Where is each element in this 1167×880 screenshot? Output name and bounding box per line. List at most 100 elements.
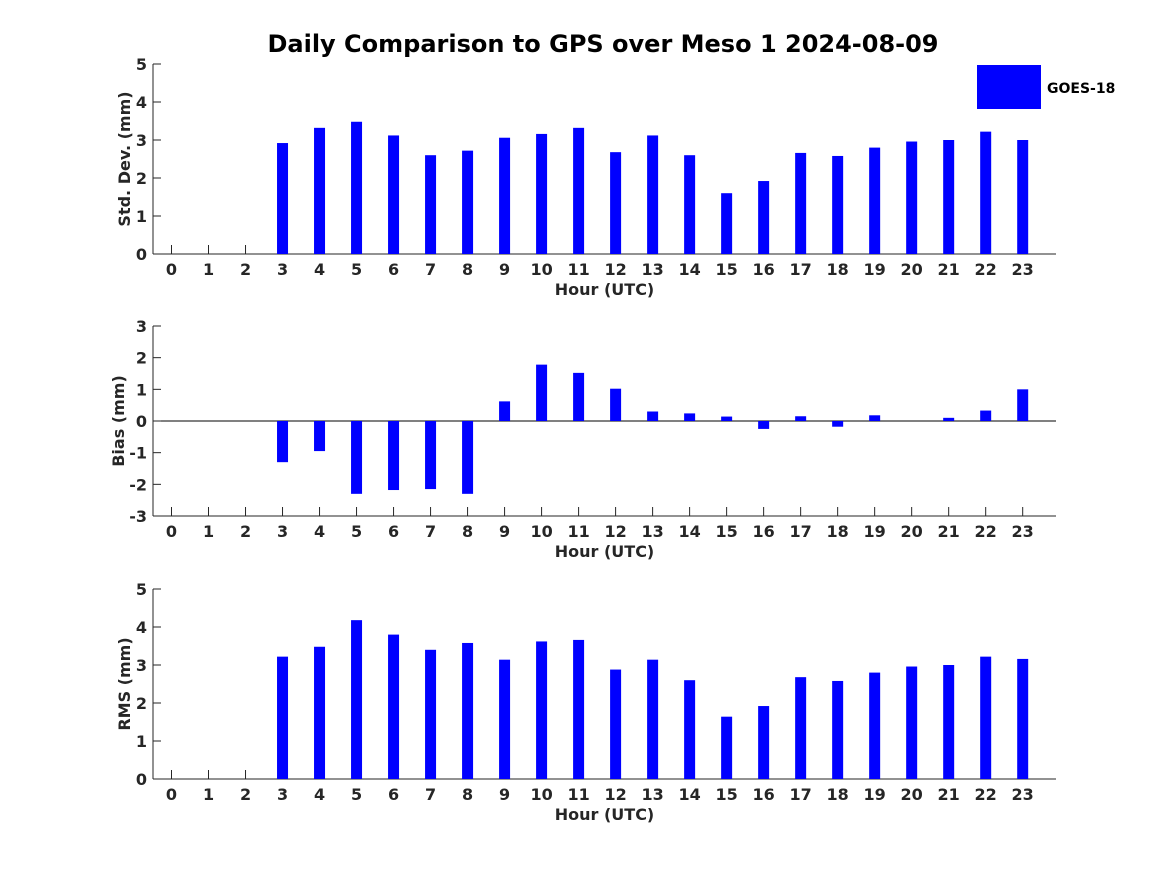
- bias-bar-hour-11: [573, 372, 585, 421]
- bias-x-tick-label: 5: [351, 522, 362, 541]
- bias-y-tick-label: -2: [129, 475, 147, 494]
- rms-x-tick-label: 13: [641, 785, 663, 804]
- std-dev-bar-hour-10: [536, 133, 548, 254]
- bias-x-axis-label: Hour (UTC): [555, 542, 655, 561]
- std-dev-x-tick-label: 6: [388, 260, 399, 279]
- bias-y-tick-label: 0: [136, 412, 147, 431]
- bias-bar-hour-23: [1017, 389, 1029, 421]
- bias-bar-hour-19: [869, 415, 881, 421]
- rms-y-tick-label: 4: [136, 618, 147, 637]
- legend-label-goes-18: GOES-18: [1047, 81, 1115, 97]
- bias-bar-hour-6: [388, 421, 400, 491]
- std-dev-bar-hour-16: [758, 181, 770, 254]
- rms-bar-hour-15: [721, 716, 733, 779]
- std-dev-bar-hour-21: [943, 140, 955, 254]
- std-dev-x-tick-label: 15: [715, 260, 737, 279]
- legend-swatch-goes-18: [977, 65, 1041, 109]
- std-dev-x-tick-label: 0: [166, 260, 177, 279]
- rms-bar-hour-7: [425, 649, 437, 779]
- figure-title: Daily Comparison to GPS over Meso 1 2024…: [267, 30, 938, 58]
- bias-x-tick-label: 3: [277, 522, 288, 541]
- std-dev-bar-hour-9: [499, 137, 511, 254]
- std-dev-x-tick-label: 12: [604, 260, 626, 279]
- std-dev-x-tick-label: 1: [203, 260, 214, 279]
- bias-bar-hour-7: [425, 421, 437, 490]
- rms-x-tick-label: 0: [166, 785, 177, 804]
- bias-bar-hour-4: [314, 421, 326, 452]
- bias-bar-hour-3: [277, 421, 289, 463]
- rms-bar-hour-22: [980, 656, 992, 779]
- rms-x-tick-label: 20: [901, 785, 923, 804]
- std-dev-x-tick-label: 3: [277, 260, 288, 279]
- std-dev-bar-hour-23: [1017, 140, 1029, 254]
- rms-bar-hour-19: [869, 672, 881, 779]
- std-dev-x-tick-label: 2: [240, 260, 251, 279]
- bias-x-tick-label: 2: [240, 522, 251, 541]
- bias-x-tick-label: 13: [641, 522, 663, 541]
- bias-bar-hour-18: [832, 421, 844, 427]
- std-dev-y-tick-label: 5: [136, 55, 147, 74]
- rms-x-tick-label: 22: [975, 785, 997, 804]
- rms-x-tick-label: 7: [425, 785, 436, 804]
- std-dev-y-tick-label: 0: [136, 245, 147, 264]
- std-dev-bar-hour-14: [684, 155, 696, 254]
- rms-bar-hour-11: [573, 639, 585, 779]
- std-dev-y-axis-label: Std. Dev. (mm): [115, 91, 134, 226]
- rms-x-tick-label: 6: [388, 785, 399, 804]
- rms-y-tick-label: 3: [136, 656, 147, 675]
- bias-y-axis-label: Bias (mm): [109, 375, 128, 467]
- std-dev-bar-hour-8: [462, 150, 474, 254]
- bias-x-tick-label: 16: [753, 522, 775, 541]
- bias-x-tick-label: 11: [567, 522, 589, 541]
- std-dev-x-tick-label: 11: [567, 260, 589, 279]
- bias-bar-hour-15: [721, 416, 733, 421]
- bias-x-tick-label: 18: [827, 522, 849, 541]
- bias-x-tick-label: 6: [388, 522, 399, 541]
- bias-x-tick-label: 9: [499, 522, 510, 541]
- rms-x-tick-label: 11: [567, 785, 589, 804]
- rms-bar-hour-23: [1017, 658, 1029, 779]
- bias-x-tick-label: 8: [462, 522, 473, 541]
- std-dev-bar-hour-17: [795, 152, 807, 254]
- std-dev-x-tick-label: 10: [530, 260, 552, 279]
- rms-x-tick-label: 1: [203, 785, 214, 804]
- bias-x-tick-label: 15: [715, 522, 737, 541]
- rms-y-tick-label: 1: [136, 732, 147, 751]
- rms-x-tick-label: 15: [715, 785, 737, 804]
- rms-x-tick-label: 9: [499, 785, 510, 804]
- bias-bar-hour-13: [647, 411, 659, 421]
- bias-bar-hour-22: [980, 410, 992, 421]
- rms-x-tick-label: 19: [864, 785, 886, 804]
- std-dev-x-tick-label: 5: [351, 260, 362, 279]
- bias-bar-hour-5: [351, 421, 363, 494]
- rms-bar-hour-10: [536, 641, 548, 779]
- bias-bar-hour-9: [499, 401, 511, 421]
- std-dev-bar-hour-11: [573, 127, 585, 254]
- rms-x-axis-label: Hour (UTC): [555, 805, 655, 824]
- bias-x-tick-label: 19: [864, 522, 886, 541]
- rms-bar-hour-3: [277, 656, 289, 779]
- bias-x-tick-label: 1: [203, 522, 214, 541]
- bias-x-tick-label: 14: [678, 522, 700, 541]
- rms-bar-hour-5: [351, 620, 363, 779]
- rms-bar-hour-20: [906, 666, 918, 779]
- std-dev-bar-hour-19: [869, 147, 881, 254]
- bias-x-tick-label: 12: [604, 522, 626, 541]
- std-dev-x-tick-label: 21: [938, 260, 960, 279]
- bias-x-tick-label: 21: [938, 522, 960, 541]
- std-dev-x-tick-label: 7: [425, 260, 436, 279]
- rms-x-tick-label: 14: [678, 785, 700, 804]
- std-dev-bar-hour-4: [314, 127, 326, 254]
- std-dev-x-tick-label: 20: [901, 260, 923, 279]
- rms-y-tick-label: 2: [136, 694, 147, 713]
- rms-x-tick-label: 21: [938, 785, 960, 804]
- rms-x-tick-label: 2: [240, 785, 251, 804]
- bias-bar-hour-17: [795, 416, 807, 421]
- rms-bar-hour-14: [684, 680, 696, 779]
- bias-bar-hour-8: [462, 421, 474, 494]
